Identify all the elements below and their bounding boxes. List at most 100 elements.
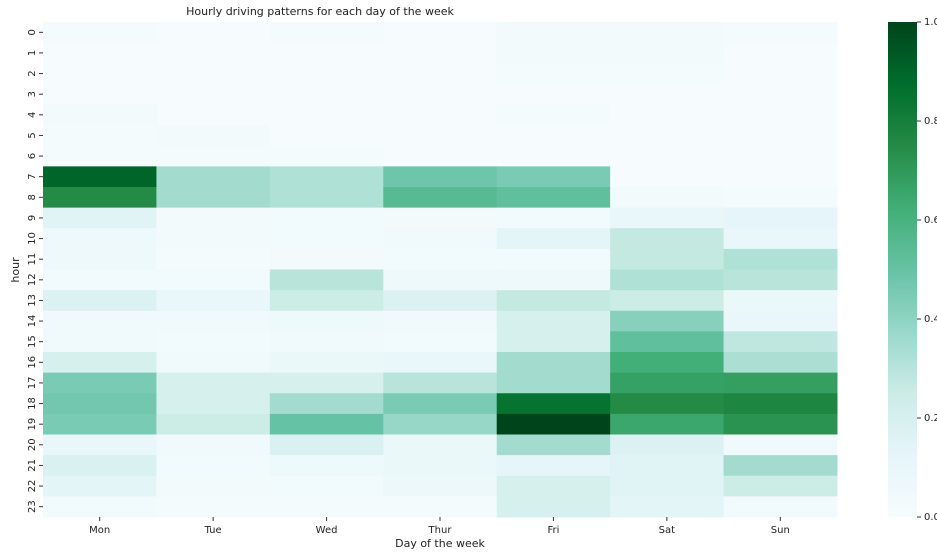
x-tick-label: Sun xyxy=(771,525,790,536)
heatmap-cell xyxy=(723,166,838,188)
heatmap-cell xyxy=(43,22,157,44)
heatmap-cell xyxy=(383,372,498,394)
heatmap-cell xyxy=(156,166,271,188)
y-tick-label: 15 xyxy=(27,335,38,348)
heatmap-cell xyxy=(43,310,157,332)
heatmap-cell xyxy=(723,269,838,291)
heatmap-cell xyxy=(156,496,271,518)
heatmap-cell xyxy=(43,290,157,312)
heatmap-cell xyxy=(496,187,611,209)
heatmap-cell xyxy=(383,331,498,353)
y-tick-label: 18 xyxy=(27,397,38,410)
y-axis-label: hour xyxy=(9,257,22,283)
heatmap-cell xyxy=(496,352,611,374)
heatmap-cell xyxy=(269,145,384,167)
heatmap-cell xyxy=(156,352,271,374)
heatmap-cell xyxy=(383,248,498,270)
heatmap-cell xyxy=(383,496,498,518)
heatmap-cell xyxy=(496,125,611,147)
heatmap-cell xyxy=(610,310,725,332)
heatmap-cell xyxy=(269,475,384,497)
heatmap-cell xyxy=(43,496,157,518)
heatmap-cell xyxy=(383,104,498,126)
heatmap-cell xyxy=(610,413,725,435)
heatmap-cell xyxy=(43,228,157,250)
heatmap-cell xyxy=(496,63,611,85)
heatmap-cell xyxy=(43,145,157,167)
x-tick-label: Sat xyxy=(659,525,675,536)
y-tick-label: 11 xyxy=(27,253,38,266)
heatmap-cell xyxy=(723,310,838,332)
heatmap-cell xyxy=(43,104,157,126)
y-tick-label: 14 xyxy=(27,315,38,328)
heatmap-cell xyxy=(269,496,384,518)
heatmap-cell xyxy=(43,207,157,229)
y-tick-label: 17 xyxy=(27,377,38,390)
heatmap-cell xyxy=(496,372,611,394)
heatmap-cell xyxy=(43,393,157,415)
heatmap-cell xyxy=(383,393,498,415)
y-tick-label: 8 xyxy=(27,194,38,200)
heatmap-cell xyxy=(269,352,384,374)
heatmap-cell xyxy=(43,331,157,353)
heatmap-cell xyxy=(383,269,498,291)
heatmap-cell xyxy=(269,22,384,44)
heatmap-cell xyxy=(43,455,157,477)
heatmap-cell xyxy=(496,475,611,497)
y-tick-label: 12 xyxy=(27,273,38,286)
heatmap-cell xyxy=(610,145,725,167)
heatmap-cell xyxy=(723,331,838,353)
heatmap-cell xyxy=(496,22,611,44)
heatmap-cell xyxy=(43,83,157,105)
heatmap-cell xyxy=(496,145,611,167)
heatmap-cell xyxy=(723,207,838,229)
heatmap-cell xyxy=(610,496,725,518)
heatmap-cell xyxy=(610,63,725,85)
heatmap-cell xyxy=(383,207,498,229)
heatmap-cell xyxy=(496,248,611,270)
y-tick-label: 21 xyxy=(27,459,38,472)
heatmap-cell xyxy=(496,166,611,188)
heatmap-cell xyxy=(269,269,384,291)
heatmap-cell xyxy=(269,104,384,126)
heatmap-cell xyxy=(269,228,384,250)
heatmap-cell xyxy=(43,166,157,188)
heatmap-cell xyxy=(723,187,838,209)
heatmap-cell xyxy=(269,83,384,105)
heatmap-cell xyxy=(156,187,271,209)
heatmap-cell xyxy=(610,207,725,229)
heatmap-cell xyxy=(610,372,725,394)
heatmap-cell xyxy=(383,125,498,147)
heatmap-cell xyxy=(610,331,725,353)
heatmap-cell xyxy=(269,455,384,477)
heatmap-cell xyxy=(383,413,498,435)
heatmap-cell xyxy=(723,125,838,147)
colorbar xyxy=(888,22,917,517)
heatmap-cell xyxy=(723,145,838,167)
heatmap-cell xyxy=(43,187,157,209)
heatmap-cell xyxy=(156,104,271,126)
y-tick-label: 6 xyxy=(27,153,38,159)
heatmap-cell xyxy=(269,310,384,332)
heatmap-cell xyxy=(156,248,271,270)
heatmap-cell xyxy=(156,83,271,105)
heatmap-cell xyxy=(723,393,838,415)
heatmap-cell xyxy=(723,63,838,85)
heatmap-cell xyxy=(43,63,157,85)
heatmap-cell xyxy=(610,125,725,147)
heatmap-cell xyxy=(610,104,725,126)
heatmap-cell xyxy=(723,248,838,270)
heatmap-cell xyxy=(156,269,271,291)
heatmap-cell xyxy=(156,207,271,229)
heatmap-cell xyxy=(723,104,838,126)
heatmap-cell xyxy=(610,228,725,250)
x-tick-label: Wed xyxy=(316,525,338,536)
heatmap-cell xyxy=(496,269,611,291)
heatmap-cell xyxy=(610,166,725,188)
heatmap-cell xyxy=(43,352,157,374)
heatmap-cell xyxy=(610,83,725,105)
heatmap-cell xyxy=(723,372,838,394)
heatmap-cell xyxy=(156,290,271,312)
heatmap-cell xyxy=(269,372,384,394)
heatmap-cell xyxy=(496,310,611,332)
